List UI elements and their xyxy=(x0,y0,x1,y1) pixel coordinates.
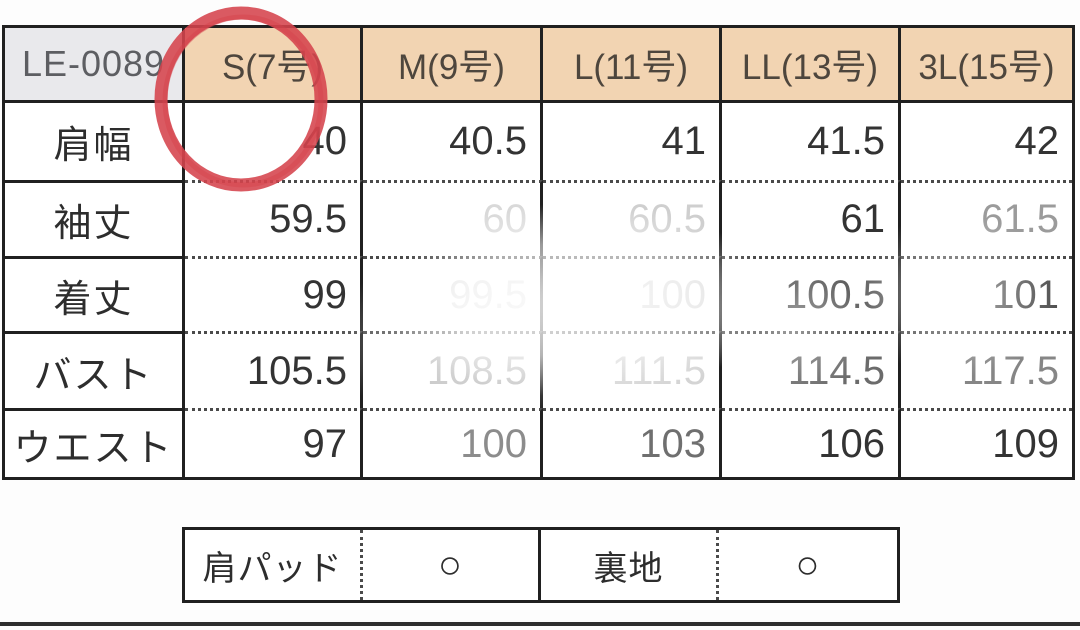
value-cell: 103 xyxy=(543,408,722,477)
value-cell: 101 xyxy=(901,256,1072,331)
value-cell: 60 xyxy=(363,180,543,256)
value-cell: 40.5 xyxy=(363,103,543,180)
size-header-s: S(7号) xyxy=(185,28,363,103)
value-cell: 60.5 xyxy=(543,180,722,256)
value-cell: 61.5 xyxy=(901,180,1072,256)
value-cell: 117.5 xyxy=(901,331,1072,408)
row-label-bust: バスト xyxy=(5,331,185,408)
value-cell: 108.5 xyxy=(363,331,543,408)
spec-table: 肩パッド ○ 裏地 ○ xyxy=(182,527,900,603)
value-cell: 109 xyxy=(901,408,1072,477)
row-label-length: 着丈 xyxy=(5,256,185,331)
product-code-cell: LE-0089 xyxy=(5,28,185,103)
value-cell: 41.5 xyxy=(722,103,901,180)
size-header-3l: 3L(15号) xyxy=(901,28,1072,103)
row-label-shoulder: 肩幅 xyxy=(5,103,185,180)
value-cell: 97 xyxy=(185,408,363,477)
value-cell: 105.5 xyxy=(185,331,363,408)
value-cell: 99 xyxy=(185,256,363,331)
value-cell: 100.5 xyxy=(722,256,901,331)
spec-value-lining: ○ xyxy=(795,542,821,587)
value-cell: 61 xyxy=(722,180,901,256)
size-table: LE-0089 S(7号) M(9号) L(11号) LL(13号) 3L(15… xyxy=(2,25,1075,480)
spec-label-lining: 裏地 xyxy=(541,530,719,600)
value-cell: 100 xyxy=(543,256,722,331)
size-header-l: L(11号) xyxy=(543,28,722,103)
value-cell: 42 xyxy=(1014,119,1060,163)
row-label-sleeve: 袖丈 xyxy=(5,180,185,256)
size-header-m: M(9号) xyxy=(363,28,543,103)
value-cell: 41 xyxy=(543,103,722,180)
size-header-ll: LL(13号) xyxy=(722,28,901,103)
value-cell: 106 xyxy=(722,408,901,477)
value-cell: 40 xyxy=(185,103,363,180)
bottom-divider-line xyxy=(0,622,1080,626)
row-label-waist: ウエスト xyxy=(5,408,185,477)
value-cell: 111.5 xyxy=(543,331,722,408)
spec-value-shoulder-pad: ○ xyxy=(363,530,541,600)
value-cell: 59.5 xyxy=(185,180,363,256)
value-cell: 100 xyxy=(363,408,543,477)
value-cell: 114.5 xyxy=(722,331,901,408)
spec-label-shoulder-pad: 肩パッド xyxy=(185,530,363,600)
value-cell: 99.5 xyxy=(363,256,543,331)
